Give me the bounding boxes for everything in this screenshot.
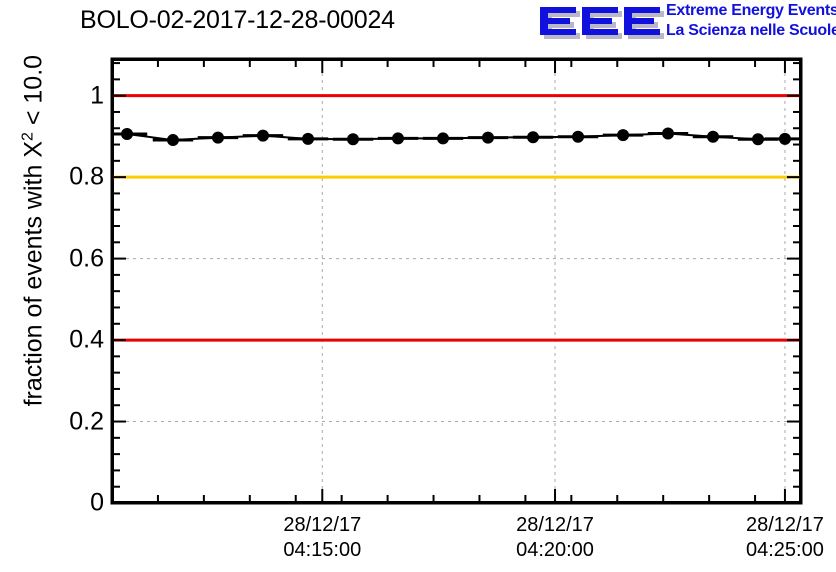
series-connector xyxy=(442,136,489,140)
x-tick-time: 04:25:00 xyxy=(746,539,824,561)
data-point[interactable] xyxy=(617,129,630,142)
data-point[interactable] xyxy=(778,132,791,145)
data-point[interactable] xyxy=(662,127,675,140)
eee-logo-line1: Extreme Energy Events xyxy=(666,2,836,19)
eee-logo-line2: La Scienza nelle Scuole xyxy=(666,22,836,39)
eee-logo-mark xyxy=(540,7,664,39)
x-tick-time: 04:15:00 xyxy=(283,539,362,561)
x-tick-time: 04:20:00 xyxy=(516,539,594,561)
y-tick-label: 0.6 xyxy=(69,244,104,273)
data-point[interactable] xyxy=(256,129,269,142)
data-point[interactable] xyxy=(527,131,540,144)
x-tick-date: 28/12/17 xyxy=(746,514,824,536)
series-connector xyxy=(126,132,174,142)
eee-logo: Extreme Energy Events La Scienza nelle S… xyxy=(538,2,836,44)
data-point[interactable] xyxy=(121,127,134,140)
series-connector xyxy=(262,134,309,140)
data-point[interactable] xyxy=(752,133,765,146)
series-connector xyxy=(172,136,219,142)
x-tick-label: 28/12/17 04:15:00 xyxy=(252,513,392,563)
series-connector xyxy=(712,135,759,141)
axis-frame xyxy=(110,57,803,505)
data-point[interactable] xyxy=(572,130,585,143)
data-point[interactable] xyxy=(211,131,224,144)
y-tick-label: 0 xyxy=(90,488,104,517)
y-tick-label: 1 xyxy=(90,81,104,110)
series-connector xyxy=(352,137,399,141)
data-point[interactable] xyxy=(436,132,449,145)
data-point[interactable] xyxy=(707,130,720,143)
data-point[interactable] xyxy=(392,132,405,145)
series-connector xyxy=(622,132,669,137)
y-tick-label: 0.8 xyxy=(69,162,104,191)
x-tick-date: 28/12/17 xyxy=(516,514,594,536)
series-connector xyxy=(578,134,624,138)
eee-logo-text: Extreme Energy Events La Scienza nelle S… xyxy=(666,2,836,44)
y-tick-label: 0.2 xyxy=(69,407,104,436)
data-point[interactable] xyxy=(347,133,360,146)
data-point[interactable] xyxy=(302,132,315,145)
x-tick-date: 28/12/17 xyxy=(283,514,362,536)
data-point[interactable] xyxy=(481,131,494,144)
data-point[interactable] xyxy=(166,134,179,147)
series-connector xyxy=(667,132,714,138)
page-title: BOLO-02-2017-12-28-00024 xyxy=(80,6,395,34)
x-tick-label: 28/12/17 04:25:00 xyxy=(715,513,836,563)
x-tick-label: 28/12/17 04:20:00 xyxy=(485,513,625,563)
y-tick-label: 0.4 xyxy=(69,325,104,354)
series-connector xyxy=(217,134,264,139)
